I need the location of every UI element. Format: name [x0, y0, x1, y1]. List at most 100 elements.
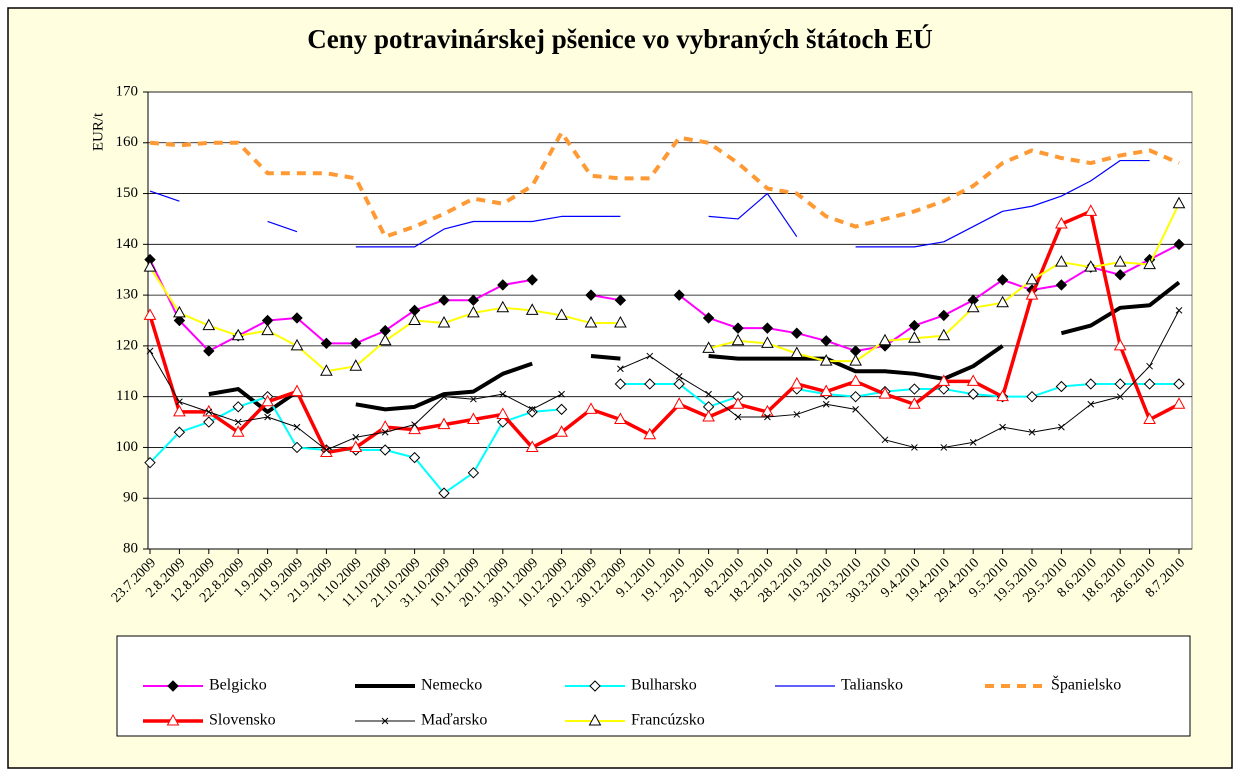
data-point	[144, 456, 156, 469]
data-point	[938, 383, 950, 395]
data-point	[819, 384, 833, 397]
legend-label: Španielsko	[1051, 675, 1121, 694]
data-point	[849, 374, 862, 386]
data-point	[1173, 238, 1185, 251]
data-point	[1055, 216, 1068, 229]
y-tick-label: 130	[116, 287, 139, 303]
data-point	[646, 352, 654, 360]
data-point	[1055, 255, 1068, 267]
data-point	[1175, 306, 1183, 314]
data-point	[881, 436, 889, 444]
data-point	[966, 374, 980, 386]
series-line	[149, 159, 1150, 248]
data-point	[173, 426, 186, 438]
data-point	[438, 294, 450, 306]
y-tick-label: 170	[116, 83, 139, 99]
data-point	[793, 411, 801, 418]
data-point	[411, 421, 418, 428]
data-point	[940, 444, 948, 451]
series-line	[149, 130, 1180, 239]
legend-marker	[166, 713, 180, 726]
legend-label: Nemecko	[421, 677, 482, 694]
data-point	[264, 413, 271, 421]
y-tick-label: 100	[116, 439, 139, 455]
data-point	[291, 312, 303, 324]
data-point	[673, 289, 685, 301]
data-point	[555, 425, 568, 437]
data-point	[1116, 393, 1124, 401]
data-point	[497, 279, 509, 291]
data-point	[496, 407, 510, 419]
data-point	[614, 316, 627, 328]
data-point	[702, 341, 715, 353]
data-point	[350, 337, 362, 350]
data-point	[320, 445, 333, 458]
plot-area	[147, 91, 1193, 550]
data-point	[849, 354, 862, 366]
data-point	[1025, 272, 1039, 285]
data-point	[996, 389, 1009, 402]
data-point	[320, 364, 333, 376]
data-point	[790, 376, 804, 389]
y-tick-label: 120	[116, 337, 139, 353]
data-point	[761, 322, 774, 334]
data-point	[293, 423, 301, 431]
legend-marker	[381, 717, 389, 725]
data-point	[467, 467, 480, 479]
data-point	[966, 300, 980, 313]
data-point	[1143, 378, 1156, 390]
data-point	[499, 390, 507, 398]
y-tick-label: 110	[116, 388, 138, 404]
legend-marker	[167, 680, 179, 692]
data-point	[1055, 380, 1068, 393]
data-point	[232, 401, 244, 413]
legend-label: Maďarsko	[421, 712, 487, 729]
data-point	[764, 413, 771, 421]
data-point	[820, 335, 832, 347]
data-point	[173, 314, 186, 327]
data-point	[320, 337, 333, 350]
data-point	[526, 274, 538, 286]
data-point	[614, 412, 627, 425]
data-point	[1172, 397, 1186, 409]
data-point	[673, 378, 685, 390]
data-point	[937, 374, 951, 386]
data-point	[525, 303, 539, 315]
data-point	[996, 295, 1009, 308]
data-point	[408, 451, 421, 464]
data-point	[290, 338, 304, 351]
data-point	[761, 336, 774, 348]
data-point	[146, 347, 154, 355]
data-point	[467, 294, 480, 306]
y-tick-label: 90	[123, 490, 138, 506]
data-point	[528, 406, 536, 413]
data-point	[999, 423, 1006, 431]
data-point	[1025, 288, 1039, 300]
data-point	[176, 398, 183, 406]
data-point	[908, 331, 921, 343]
data-point	[675, 373, 683, 380]
data-point	[938, 309, 950, 322]
data-point	[408, 313, 421, 325]
chart-title: Ceny potravinárskej pšenice vo vybraných…	[307, 24, 933, 54]
data-point	[1087, 400, 1095, 408]
data-point	[908, 319, 921, 332]
data-point	[438, 487, 450, 499]
data-point	[1028, 428, 1036, 436]
data-point	[291, 441, 303, 454]
data-point	[173, 404, 186, 417]
data-point	[1143, 257, 1156, 270]
data-point	[614, 294, 627, 306]
data-point	[231, 328, 245, 341]
data-point	[761, 404, 774, 417]
data-point	[467, 412, 480, 425]
data-point	[852, 406, 859, 413]
data-point	[1085, 378, 1097, 390]
data-point	[584, 402, 598, 414]
data-point	[525, 440, 539, 452]
data-point	[1113, 255, 1127, 267]
data-point	[1084, 260, 1098, 272]
data-point	[379, 444, 391, 456]
data-point	[702, 312, 715, 324]
